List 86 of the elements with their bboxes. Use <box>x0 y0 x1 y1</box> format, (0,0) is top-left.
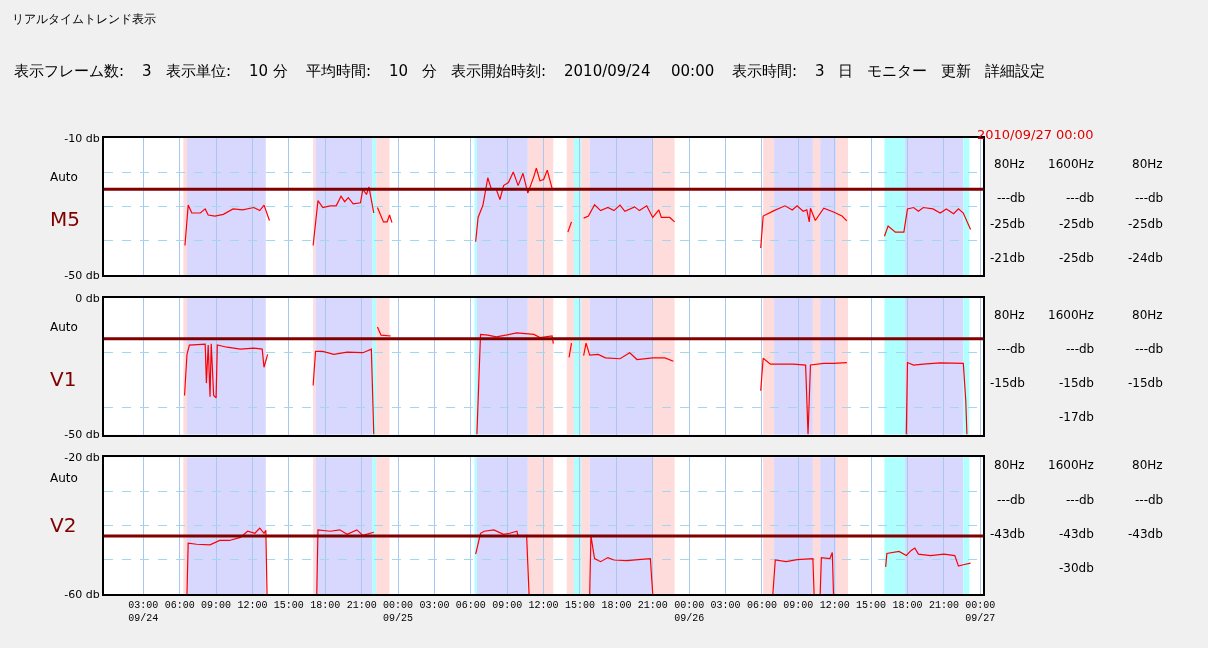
x-tick-label: 09:00 <box>492 600 523 612</box>
text: リアルタイムトレンド表示 <box>12 12 156 26</box>
y-tick-label: 0 db <box>75 291 100 305</box>
text: -17db <box>1059 410 1094 424</box>
text: ---db <box>1066 493 1095 507</box>
text: -21db <box>990 251 1025 265</box>
text: -43db <box>1059 527 1094 541</box>
x-tick-label: 18:00 <box>310 600 341 612</box>
text: 2010/09/24 <box>564 62 651 80</box>
y-tick-label: -50 db <box>64 428 100 442</box>
text: Auto <box>50 170 78 184</box>
text: ---db <box>997 191 1026 205</box>
text: ---db <box>1135 342 1164 356</box>
text: 1600Hz <box>1048 458 1094 472</box>
text: 表示開始時刻: <box>451 62 547 80</box>
y-tick-label: -20 db <box>64 451 100 465</box>
text: -25db <box>1059 217 1094 231</box>
text: -25db <box>990 217 1025 231</box>
text: 3 <box>815 62 825 80</box>
y-axis-title: M5 <box>50 207 80 231</box>
text: Auto <box>50 471 78 485</box>
text: 更新 <box>941 62 971 80</box>
text: ---db <box>997 493 1026 507</box>
x-tick-label: 21:00 <box>928 600 959 612</box>
text: 10 分 <box>249 62 288 80</box>
text: 1600Hz <box>1048 308 1094 322</box>
x-tick-label: 12:00 <box>819 600 850 612</box>
text: -43db <box>990 527 1025 541</box>
text: 表示時間: <box>732 62 798 80</box>
y-axis-title: V2 <box>50 513 77 537</box>
text: 80Hz <box>994 157 1025 171</box>
text: 日 <box>838 62 853 80</box>
text: 80Hz <box>1132 458 1163 472</box>
x-tick-label: 09:00 <box>783 600 814 612</box>
text: 80Hz <box>1132 308 1163 322</box>
text: -15db <box>1128 376 1163 390</box>
text: -15db <box>990 376 1025 390</box>
text: 00:00 <box>671 62 715 80</box>
x-tick-label: 06:00 <box>455 600 486 612</box>
x-tick-label: 06:00 <box>746 600 777 612</box>
text: -25db <box>1059 251 1094 265</box>
text: -30db <box>1059 561 1094 575</box>
y-tick-label: -50 db <box>64 268 100 282</box>
x-tick-label: 12:00 <box>237 600 268 612</box>
x-tick-label: 15:00 <box>273 600 304 612</box>
x-tick-label: 03:00 <box>419 600 450 612</box>
text: Auto <box>50 320 78 334</box>
text: 分 <box>422 62 437 80</box>
text: -25db <box>1128 217 1163 231</box>
x-tick-label: 15:00 <box>564 600 595 612</box>
text: -24db <box>1128 251 1163 265</box>
text: ---db <box>1135 191 1164 205</box>
x-tick-label: 00:00 09/26 <box>674 600 705 625</box>
x-tick-label: 00:00 09/27 <box>965 600 996 625</box>
text: ---db <box>1066 191 1095 205</box>
text: 3 <box>142 62 152 80</box>
x-tick-label: 12:00 <box>528 600 559 612</box>
text: 表示フレーム数: <box>14 62 125 80</box>
y-tick-label: -60 db <box>64 588 100 602</box>
x-tick-label: 18:00 <box>601 600 632 612</box>
x-tick-label: 15:00 <box>856 600 887 612</box>
text: ---db <box>1135 493 1164 507</box>
text: 10 <box>389 62 409 80</box>
text: ---db <box>1066 342 1095 356</box>
text: 表示単位: <box>166 62 232 80</box>
text: 80Hz <box>1132 157 1163 171</box>
text: モニター <box>867 62 927 80</box>
text: 平均時間: <box>306 62 372 80</box>
x-tick-label: 09:00 <box>201 600 232 612</box>
x-tick-label: 21:00 <box>346 600 377 612</box>
text: 詳細設定 <box>985 62 1045 80</box>
text: -43db <box>1128 527 1163 541</box>
x-tick-label: 21:00 <box>637 600 668 612</box>
x-tick-label: 18:00 <box>892 600 923 612</box>
text: 2010/09/27 00:00 <box>977 127 1094 142</box>
y-axis-title: V1 <box>50 367 77 391</box>
text: 1600Hz <box>1048 157 1094 171</box>
x-tick-label: 06:00 <box>164 600 195 612</box>
text: ---db <box>997 342 1026 356</box>
x-tick-label: 03:00 09/24 <box>128 600 159 625</box>
x-tick-label: 03:00 <box>710 600 741 612</box>
text: -15db <box>1059 376 1094 390</box>
y-tick-label: -10 db <box>64 131 100 145</box>
text: 80Hz <box>994 458 1025 472</box>
x-tick-label: 00:00 09/25 <box>383 600 414 625</box>
text: 80Hz <box>994 308 1025 322</box>
